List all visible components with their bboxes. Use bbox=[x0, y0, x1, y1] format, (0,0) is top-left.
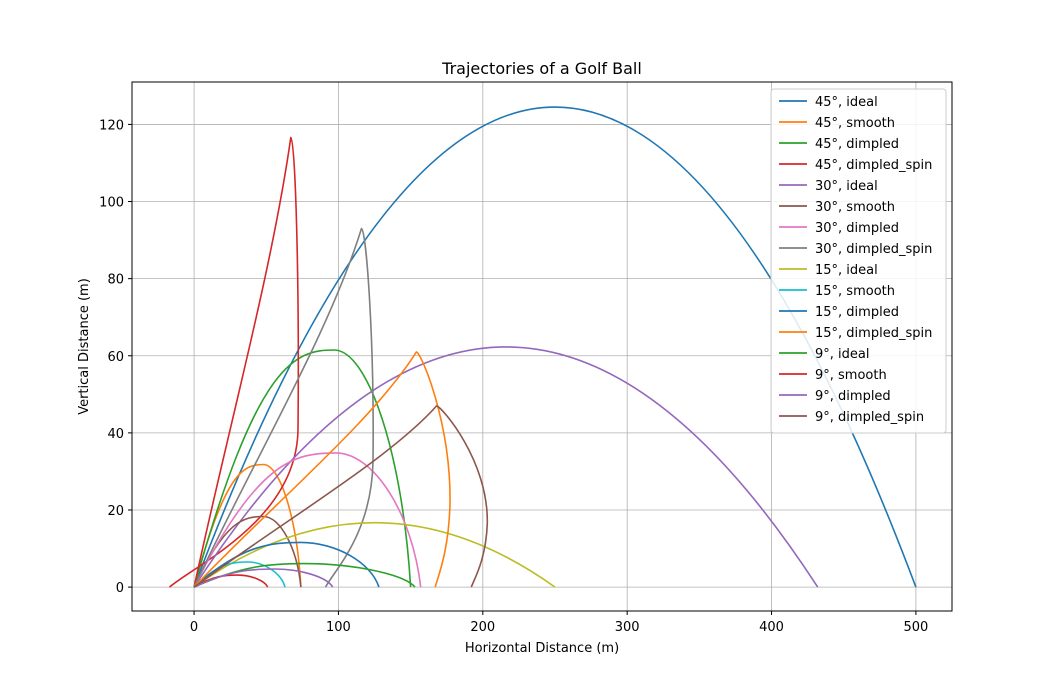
x-tick-label: 200 bbox=[470, 620, 495, 635]
y-axis-label: Vertical Distance (m) bbox=[77, 278, 92, 415]
x-axis-label: Horizontal Distance (m) bbox=[465, 641, 619, 656]
y-tick-label: 0 bbox=[116, 581, 124, 596]
x-tick-label: 400 bbox=[759, 620, 784, 635]
plot-area-frame bbox=[131, 81, 953, 612]
axis-ticks: 0 100 200 300 400 500 0 20 40 60 80 100 120 bbox=[99, 118, 928, 635]
y-tick-label: 80 bbox=[107, 273, 124, 288]
series-line bbox=[193, 452, 422, 588]
legend: 45°, ideal 45°, smooth 45°, dimpled 45°, di… bbox=[770, 88, 947, 434]
y-tick-label: 100 bbox=[99, 196, 124, 211]
legend-entry-label: 45°, smooth bbox=[815, 116, 895, 131]
series-line bbox=[168, 136, 300, 588]
chart-title: Trajectories of a Golf Ball bbox=[441, 59, 642, 78]
y-tick-label: 20 bbox=[107, 504, 124, 519]
legend-entry-label: 9°, smooth bbox=[815, 368, 887, 383]
legend-entry-label: 45°, dimpled bbox=[815, 137, 899, 152]
x-tick-label: 300 bbox=[615, 620, 640, 635]
series-line bbox=[193, 541, 380, 588]
y-tick-label: 120 bbox=[99, 118, 124, 133]
legend-entry-label: 9°, dimpled_spin bbox=[815, 410, 924, 425]
legend-entry-label: 45°, ideal bbox=[815, 95, 878, 110]
series-line bbox=[193, 463, 302, 588]
legend-entry-label: 9°, ideal bbox=[815, 347, 869, 362]
series-line bbox=[193, 346, 819, 588]
series-line bbox=[193, 522, 556, 588]
y-tick-label: 60 bbox=[107, 350, 124, 365]
legend-entry-label: 15°, dimpled_spin bbox=[815, 326, 932, 341]
legend-entry-label: 30°, dimpled bbox=[815, 221, 899, 236]
series-line bbox=[193, 351, 451, 588]
x-tick-label: 500 bbox=[903, 620, 928, 635]
series-line bbox=[193, 227, 374, 588]
legend-entry-label: 30°, smooth bbox=[815, 200, 895, 215]
legend-entry-label: 30°, dimpled_spin bbox=[815, 242, 932, 257]
legend-box bbox=[770, 88, 947, 434]
series-line bbox=[193, 349, 412, 588]
x-tick-label: 100 bbox=[326, 620, 351, 635]
legend-entry-label: 30°, ideal bbox=[815, 179, 878, 194]
legend-entry-label: 15°, smooth bbox=[815, 284, 895, 299]
y-tick-label: 40 bbox=[107, 427, 124, 442]
legend-entry-label: 9°, dimpled bbox=[815, 389, 891, 404]
x-tick-label: 0 bbox=[190, 620, 198, 635]
series-line bbox=[193, 405, 489, 588]
series-line bbox=[193, 568, 334, 588]
legend-entry-label: 15°, dimpled bbox=[815, 305, 899, 320]
legend-entry-label: 45°, dimpled_spin bbox=[815, 158, 932, 173]
legend-entry-label: 15°, ideal bbox=[815, 263, 878, 278]
